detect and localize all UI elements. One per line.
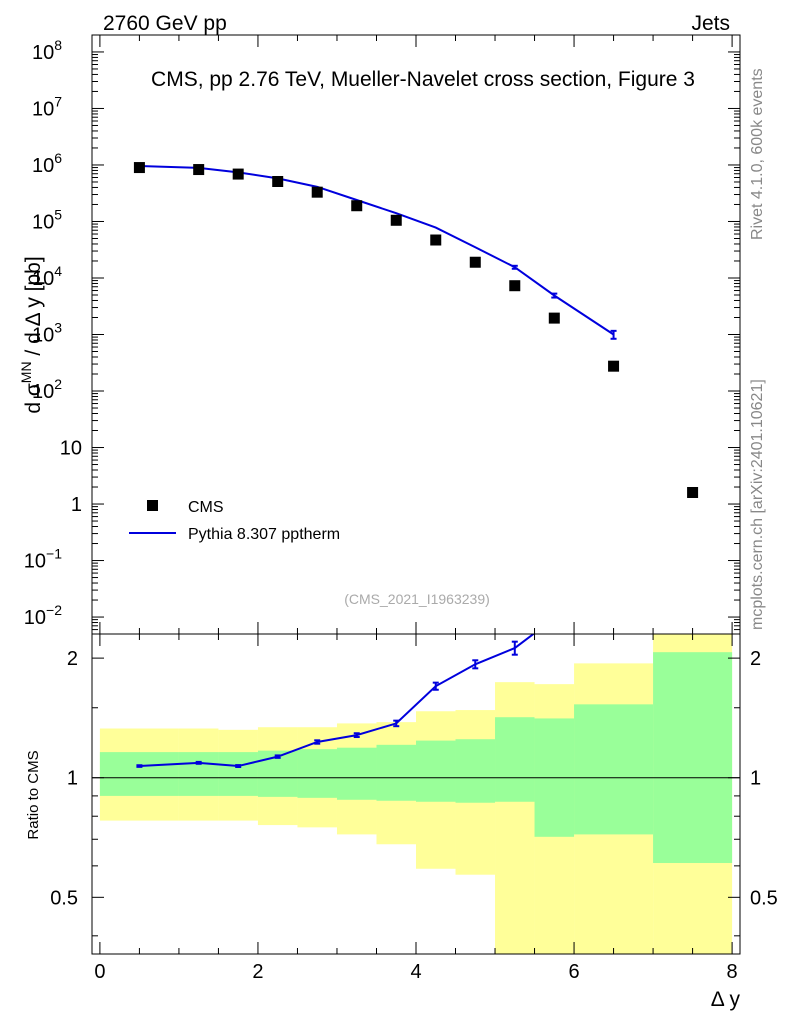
y-tick-label: 107 [32, 93, 62, 120]
y-tick-label-exponent: 6 [54, 150, 62, 166]
cms-data-point [272, 175, 284, 187]
ratio-y-tick-label-right: 2 [750, 648, 761, 670]
cms-uncertainty-band-inner [455, 739, 496, 803]
y-tick-label: 1 [71, 494, 82, 516]
y-tick-label: 105 [32, 206, 62, 233]
cms-data-point [430, 234, 442, 246]
y-tick-label-base: 10 [32, 155, 54, 177]
y-tick-label: 103 [32, 320, 62, 347]
cms-uncertainty-band-inner [99, 752, 179, 796]
y-tick-label-base: 10 [32, 268, 54, 290]
y-axis-label-suffix: / d Δ y [pb] [22, 256, 45, 361]
cms-uncertainty-band-inner [178, 752, 219, 796]
cms-data-point [311, 186, 323, 198]
cms-uncertainty-band-inner [336, 747, 377, 800]
cms-data-point [193, 164, 205, 176]
y-tick-label-exponent: −1 [46, 546, 62, 562]
ratio-plot-area [92, 634, 740, 954]
y-tick-label-exponent: −2 [46, 602, 62, 618]
pythia-ratio-line [139, 634, 536, 768]
main-frame [91, 34, 741, 635]
cms-data-point [608, 360, 620, 372]
ratio-y-tick-label-right: 1 [750, 768, 761, 790]
cms-uncertainty-band-inner [218, 752, 258, 796]
y-tick-label-base: 1 [71, 494, 82, 516]
y-tick-label: 108 [32, 37, 62, 64]
y-tick-label-base: 10 [32, 381, 54, 403]
y-axis-label-prefix: d σ [22, 383, 45, 414]
cms-uncertainty-band-inner [653, 652, 733, 864]
y-tick-label-exponent: 8 [54, 37, 62, 53]
pythia-line [139, 164, 615, 336]
cms-uncertainty-band-inner [376, 744, 416, 801]
cms-data-point [133, 162, 145, 174]
y-tick-label-base: 10 [32, 42, 54, 64]
y-tick-label-base: 10 [32, 325, 54, 347]
cms-uncertainty-band-inner [416, 740, 456, 802]
x-tick-label: 2 [252, 961, 263, 983]
cms-uncertainty-band-inner [297, 749, 337, 798]
y-tick-label: 102 [32, 376, 62, 403]
x-tick-label: 0 [94, 961, 105, 983]
ratio-y-tick-label: 2 [67, 648, 78, 670]
cms-data-point [548, 312, 560, 324]
legend-pythia-label: Pythia 8.307 pptherm [188, 526, 340, 543]
legend: CMS Pythia 8.307 pptherm [129, 499, 340, 543]
y-tick-label-base: 10 [24, 607, 46, 629]
y-axis-label-sup: MN [18, 361, 34, 383]
y-tick-label-exponent: 4 [54, 263, 62, 279]
y-tick-label: 10−2 [24, 602, 62, 629]
y-tick-label: 10 [60, 438, 82, 460]
main-x-ticks [99, 35, 733, 634]
cms-data-point [469, 256, 481, 268]
x-tick-label: 6 [568, 961, 579, 983]
header-jets-label: Jets [691, 12, 730, 35]
cms-data-point [232, 168, 244, 180]
analysis-id-watermark: (CMS_2021_I1963239) [344, 591, 490, 607]
ratio-y-axis-label: Ratio to CMS [25, 750, 42, 839]
ratio-x-axis: 0 2 4 6 8 [94, 634, 738, 983]
cms-data-point [351, 200, 363, 212]
y-tick-label: 106 [32, 150, 62, 177]
chart-title: CMS, pp 2.76 TeV, Mueller-Navelet cross … [151, 68, 695, 91]
header-energy-label: 2760 GeV pp [103, 12, 227, 35]
mcplots-label: mcplots.cern.ch [arXiv:2401.10621] [749, 379, 766, 630]
ratio-panel: 0.5 0.5 1 1 2 2 0 2 4 6 8 Ratio to CMS Δ y [25, 633, 778, 1011]
y-tick-label-base: 10 [60, 438, 82, 460]
cms-data-point [687, 486, 699, 498]
x-axis-label: Δ y [711, 988, 741, 1011]
y-tick-label-exponent: 2 [54, 376, 62, 392]
legend-cms-label: CMS [188, 499, 224, 516]
cms-uncertainty-band-inner [495, 717, 535, 802]
y-tick-label-base: 10 [32, 211, 54, 233]
ratio-y-tick-label: 0.5 [50, 887, 78, 909]
y-tick-label: 10−1 [24, 546, 62, 573]
y-axis-label: d σMN / d Δ y [pb] [18, 256, 45, 413]
cms-data-point [390, 214, 402, 226]
cms-data-point [509, 280, 521, 292]
y-tick-label-exponent: 5 [54, 206, 62, 222]
x-tick-label: 8 [727, 961, 738, 983]
y-tick-label-base: 10 [24, 551, 46, 573]
y-tick-label-exponent: 7 [54, 93, 62, 109]
y-tick-label-base: 10 [32, 98, 54, 120]
rivet-version-label: Rivet 4.1.0, 600k events [749, 68, 766, 240]
y-tick-label-exponent: 3 [54, 320, 62, 336]
ratio-series [136, 634, 536, 769]
x-tick-label: 4 [410, 961, 421, 983]
ratio-y-tick-label-right: 0.5 [750, 887, 778, 909]
ratio-y-axis: 0.5 0.5 1 1 2 2 [50, 648, 778, 937]
ratio-y-tick-label: 1 [67, 768, 78, 790]
legend-cms-marker [147, 500, 158, 511]
main-plot-area [133, 162, 699, 498]
y-tick-label: 104 [32, 263, 62, 290]
cms-uncertainty-band-inner [574, 704, 654, 835]
